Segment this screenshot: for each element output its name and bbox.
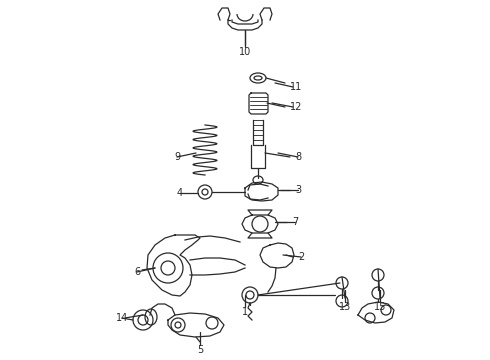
Text: 11: 11 bbox=[290, 82, 302, 92]
Text: 12: 12 bbox=[290, 102, 302, 112]
Text: 10: 10 bbox=[239, 47, 251, 57]
Text: 1: 1 bbox=[242, 307, 248, 317]
Text: 4: 4 bbox=[177, 188, 183, 198]
Text: 2: 2 bbox=[298, 252, 304, 262]
Text: 14: 14 bbox=[116, 313, 128, 323]
Text: 8: 8 bbox=[295, 152, 301, 162]
Text: 13: 13 bbox=[339, 302, 351, 312]
Text: 5: 5 bbox=[197, 345, 203, 355]
Text: 7: 7 bbox=[292, 217, 298, 227]
Text: 9: 9 bbox=[174, 152, 180, 162]
Text: 3: 3 bbox=[295, 185, 301, 195]
Text: 6: 6 bbox=[134, 267, 140, 277]
Text: 15: 15 bbox=[374, 302, 386, 312]
